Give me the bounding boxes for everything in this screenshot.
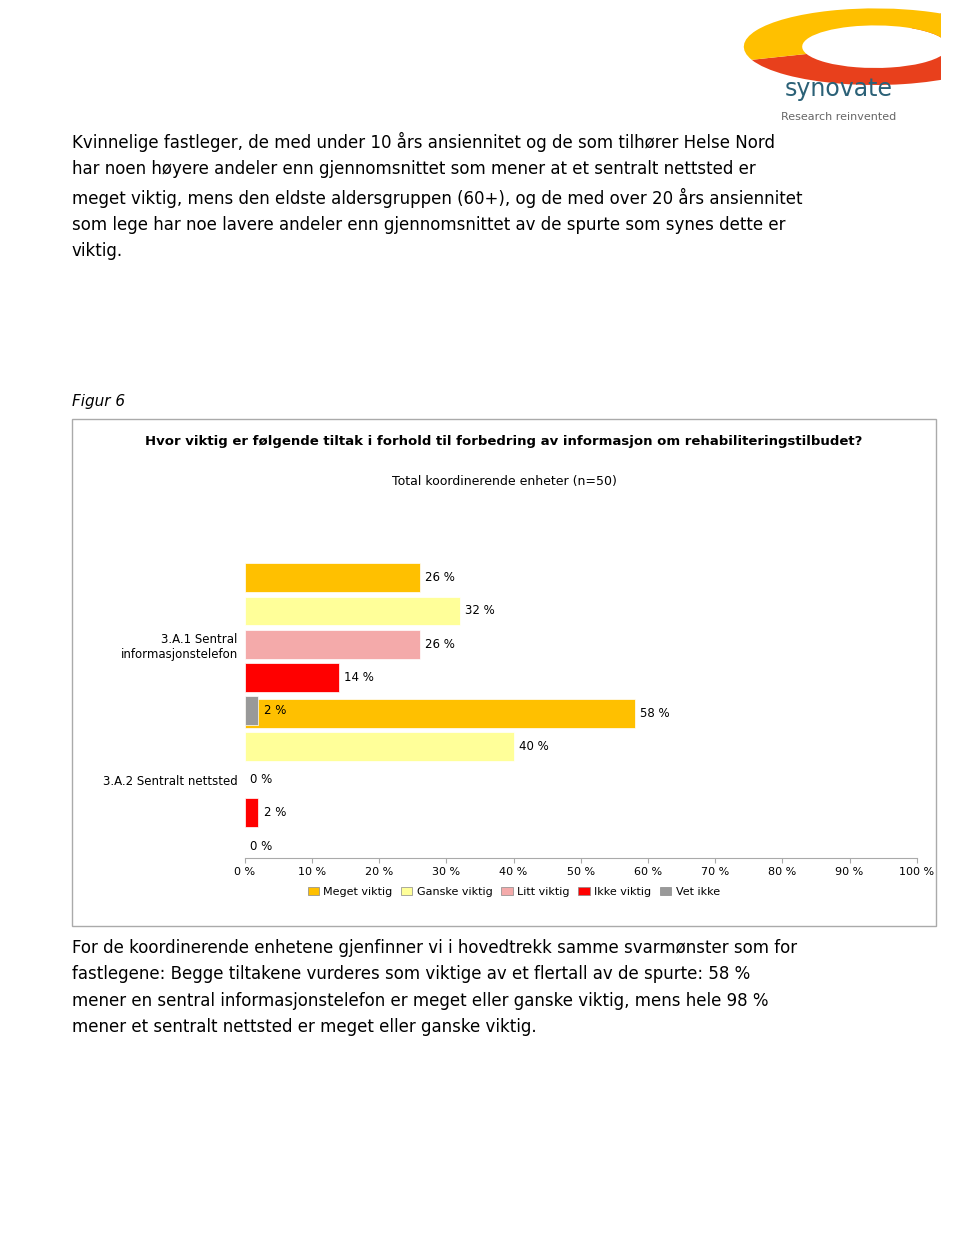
Text: 40 %: 40 % bbox=[519, 740, 549, 752]
Legend: Meget viktig, Ganske viktig, Litt viktig, Ikke viktig, Vet ikke: Meget viktig, Ganske viktig, Litt viktig… bbox=[303, 883, 724, 901]
Wedge shape bbox=[744, 9, 960, 60]
Text: © Synovate 2008: © Synovate 2008 bbox=[38, 1216, 161, 1229]
Text: 58 %: 58 % bbox=[640, 707, 669, 720]
Text: Kvinnelige fastleger, de med under 10 års ansiennitet og de som tilhører Helse N: Kvinnelige fastleger, de med under 10 år… bbox=[72, 131, 803, 260]
Text: Total koordinerende enheter (n=50): Total koordinerende enheter (n=50) bbox=[392, 476, 616, 488]
Bar bbox=[245, 732, 514, 761]
Text: 26 %: 26 % bbox=[425, 637, 455, 651]
Bar bbox=[245, 563, 420, 592]
Bar bbox=[245, 596, 460, 626]
Text: 26 %: 26 % bbox=[425, 571, 455, 585]
Text: 2 %: 2 % bbox=[264, 806, 286, 819]
Text: 19: 19 bbox=[900, 1216, 922, 1231]
Bar bbox=[245, 799, 258, 828]
Text: Research reinvented: Research reinvented bbox=[781, 111, 897, 121]
Text: Hvor viktig er følgende tiltak i forhold til forbedring av informasjon om rehabi: Hvor viktig er følgende tiltak i forhold… bbox=[145, 434, 863, 448]
Text: 0 %: 0 % bbox=[251, 774, 273, 786]
Text: 32 %: 32 % bbox=[466, 605, 495, 617]
Text: 0 %: 0 % bbox=[251, 840, 273, 853]
Bar bbox=[245, 630, 420, 659]
Wedge shape bbox=[752, 14, 960, 85]
Bar bbox=[245, 699, 635, 727]
Text: synovate: synovate bbox=[784, 78, 893, 101]
Text: 14 %: 14 % bbox=[345, 671, 374, 684]
Bar bbox=[245, 696, 258, 725]
Text: Figur 6: Figur 6 bbox=[72, 394, 125, 409]
Bar bbox=[245, 662, 339, 692]
Text: For de koordinerende enhetene gjenfinner vi i hovedtrekk samme svarmønster som f: For de koordinerende enhetene gjenfinner… bbox=[72, 939, 797, 1037]
Text: 2 %: 2 % bbox=[264, 704, 286, 717]
